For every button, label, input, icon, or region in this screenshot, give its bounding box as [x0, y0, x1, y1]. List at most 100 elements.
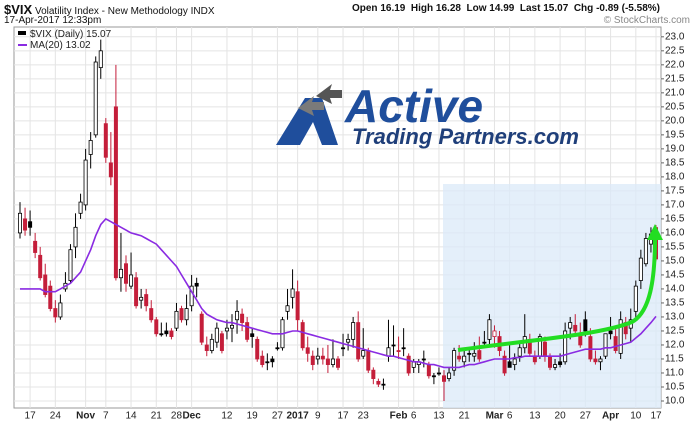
ma-line — [20, 217, 657, 369]
x-tick-label: 21 — [459, 411, 471, 422]
candle-body — [436, 372, 441, 375]
candle-body — [103, 123, 108, 158]
x-tick-label: 21 — [151, 411, 163, 422]
x-tick-label: 9 — [315, 411, 321, 422]
x-tick-label: 2017 — [286, 411, 309, 422]
candle-body — [48, 285, 53, 309]
copyright: © StockCharts.com — [603, 15, 690, 26]
candle-body — [169, 330, 174, 337]
candle-body — [613, 336, 618, 351]
candle-body — [361, 350, 366, 357]
quote-value: 16.19 — [380, 3, 406, 14]
x-tick-label: Apr — [602, 411, 619, 422]
candle-body — [139, 296, 144, 301]
y-tick-label: 13.5 — [665, 298, 685, 309]
y-tick-label: 22.0 — [665, 59, 685, 70]
candle-body — [396, 350, 401, 352]
candle-body — [250, 333, 255, 337]
candle-body — [351, 322, 356, 340]
y-tick-label: 19.0 — [665, 144, 685, 155]
candle-body — [28, 221, 33, 228]
legend-label: $VIX (Daily) 15.07 — [30, 29, 112, 40]
candle-body — [295, 291, 300, 321]
candle-body — [17, 212, 22, 234]
candle-body — [335, 358, 340, 368]
quote-value: 14.99 — [489, 3, 515, 14]
x-tick-label: 19 — [247, 411, 259, 422]
candle-body — [447, 372, 452, 379]
quote-label: High — [410, 3, 434, 14]
logo-text: Trading Partners.com — [352, 124, 579, 149]
candle-body — [209, 338, 214, 351]
candle-body — [462, 355, 467, 363]
logo: Active Trading Partners.com — [276, 80, 579, 149]
legend-value: 13.02 — [66, 40, 91, 51]
logo-arrow — [316, 84, 342, 104]
candle-body — [477, 350, 482, 360]
candle-body — [174, 310, 179, 329]
candle-body — [512, 358, 517, 365]
candle-body — [583, 319, 588, 332]
candle-body — [159, 333, 164, 336]
candle-body — [204, 344, 209, 351]
x-tick-label: Mar — [486, 411, 504, 422]
quote-label: Low — [466, 3, 487, 14]
candle-body — [472, 352, 477, 357]
x-tick-label: 27 — [580, 411, 592, 422]
y-tick-label: 20.0 — [665, 115, 685, 126]
y-tick-label: 13.0 — [665, 312, 685, 323]
y-tick-label: 21.5 — [665, 73, 685, 84]
candle-body — [265, 361, 270, 364]
candle-body — [68, 249, 73, 281]
candle-body — [179, 308, 184, 321]
y-tick-label: 15.5 — [665, 242, 685, 253]
candle-body — [229, 324, 234, 329]
candle-body — [129, 274, 134, 287]
x-tick-label: 17 — [25, 411, 37, 422]
x-tick-label: 6 — [411, 411, 417, 422]
instrument-name: Volatility Index - New Methodology INDX — [34, 6, 215, 17]
title: $VIX Volatility Index - New Methodology … — [4, 2, 215, 17]
x-tick-label: 14 — [125, 411, 137, 422]
candle-body — [411, 361, 416, 368]
candle-body — [431, 375, 436, 378]
candle-body — [406, 355, 411, 374]
candle-body — [53, 308, 58, 318]
y-tick-label: 10.0 — [665, 396, 685, 407]
candle-body — [285, 305, 290, 312]
candle-body — [376, 380, 381, 385]
candle-body — [23, 218, 28, 231]
candle-body — [134, 277, 139, 307]
candle-body — [73, 226, 78, 248]
x-tick-label: Feb — [390, 411, 408, 422]
candles — [17, 39, 659, 401]
candle-body — [633, 285, 638, 312]
y-tick-label: 20.5 — [665, 101, 685, 112]
candle-body — [33, 240, 38, 253]
candle-body — [457, 355, 462, 360]
candle-body — [58, 302, 63, 318]
candle-body — [452, 350, 457, 371]
candle-body — [98, 50, 103, 69]
quote-label: Last — [519, 3, 541, 14]
legend-swatch — [18, 31, 26, 35]
legend: $VIX (Daily) 15.07 MA(20) 13.02 — [18, 29, 112, 51]
x-tick-label: 27 — [272, 411, 284, 422]
candle-body — [93, 61, 98, 136]
y-tick-label: 14.5 — [665, 270, 685, 281]
y-tick-label: 11.5 — [665, 354, 684, 365]
candle-body — [573, 324, 578, 332]
candle-body — [426, 364, 431, 377]
candle-body — [270, 358, 275, 363]
candle-body — [643, 238, 648, 265]
x-tick-label: Dec — [182, 411, 201, 422]
candle-body — [441, 375, 446, 382]
y-tick-label: 11.0 — [665, 368, 684, 379]
candle-body — [78, 201, 83, 214]
candle-body — [189, 285, 194, 307]
quote: Open 16.19 High 16.28 Low 14.99 Last 15.… — [352, 3, 660, 14]
candle-body — [325, 358, 330, 365]
x-tick-label: 17 — [650, 411, 662, 422]
y-tick-label: 17.0 — [665, 200, 685, 211]
candle-body — [507, 361, 512, 368]
